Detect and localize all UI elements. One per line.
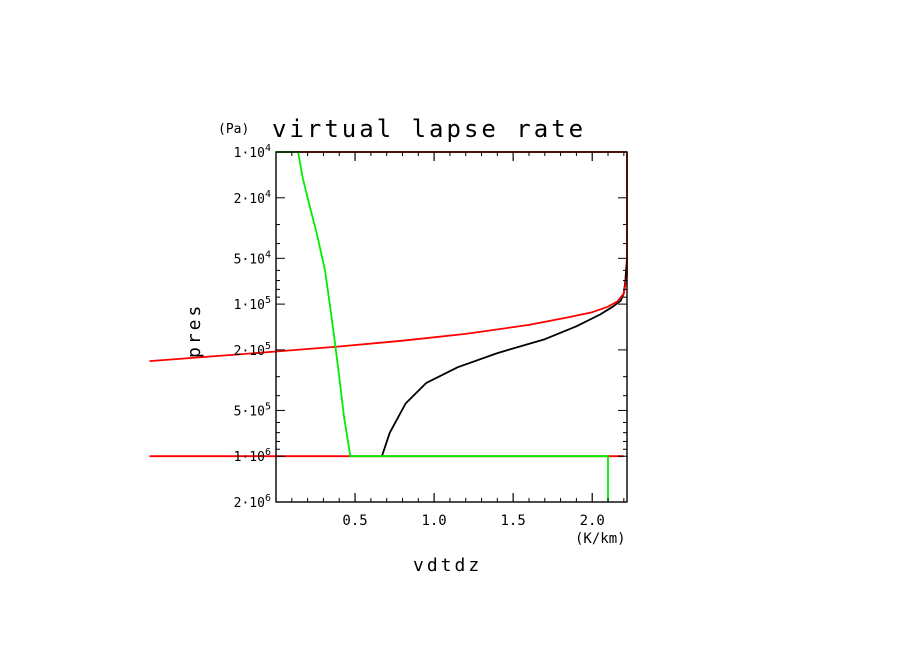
series-line-0 [381, 258, 628, 457]
y-tick-label: 2·104 [234, 189, 271, 207]
plot-frame [275, 151, 628, 503]
x-unit-label: (K/km) [575, 531, 626, 547]
y-tick-label: 2·105 [234, 341, 271, 359]
tick-group: 0.5 1.0 1.5 2.0 1·104 2·104 5·104 1·105 2·105 5·1… [234, 143, 627, 529]
y-axis-label: pres [184, 303, 205, 358]
y-unit-label: (Pa) [218, 122, 249, 137]
series-line-2 [149, 152, 628, 362]
x-tick-label: 0.5 [342, 513, 367, 529]
x-tick-label: 2.0 [580, 513, 605, 529]
y-tick-label: 5·104 [234, 249, 271, 267]
series-line-4 [276, 151, 609, 502]
y-tick-label: 1·106 [234, 447, 271, 465]
y-tick-label: 1·105 [234, 295, 271, 313]
y-tick-label: 2·106 [234, 493, 271, 511]
x-tick-label: 1.0 [421, 513, 446, 529]
y-tick-label: 5·105 [234, 401, 271, 419]
x-axis-label: vdtdz [413, 555, 482, 576]
y-tick-label: 1·104 [234, 143, 271, 161]
chart-title: virtual lapse rate [272, 115, 586, 143]
x-tick-label: 1.5 [501, 513, 526, 529]
series-group [149, 151, 628, 502]
